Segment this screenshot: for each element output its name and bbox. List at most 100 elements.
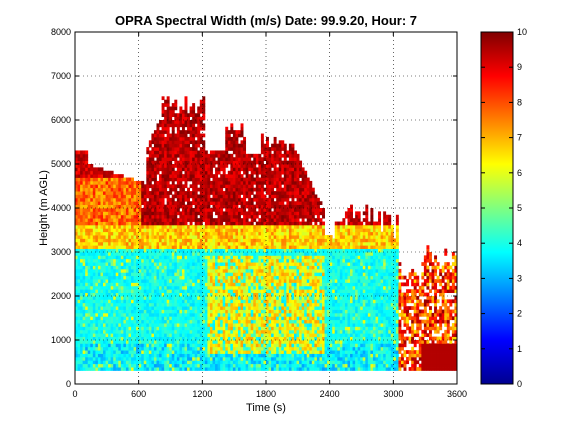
heatmap-cell bbox=[164, 336, 168, 341]
heatmap-cell bbox=[199, 191, 203, 195]
heatmap-cell bbox=[75, 231, 78, 236]
heatmap-cell bbox=[108, 265, 112, 270]
heatmap-cell bbox=[131, 252, 134, 256]
heatmap-cell bbox=[250, 319, 254, 324]
heatmap-cell bbox=[103, 204, 106, 209]
heatmap-cell bbox=[260, 252, 264, 256]
heatmap-cell bbox=[164, 218, 168, 222]
heatmap-cell bbox=[166, 201, 170, 206]
heatmap-cell bbox=[128, 265, 132, 270]
heatmap-cell bbox=[232, 367, 236, 371]
heatmap-cell bbox=[255, 343, 259, 348]
heatmap-cell bbox=[222, 309, 226, 314]
heatmap-cell bbox=[115, 177, 119, 182]
heatmap-cell bbox=[110, 279, 114, 283]
heatmap-cell bbox=[215, 262, 219, 266]
heatmap-cell bbox=[260, 136, 264, 141]
heatmap-cell bbox=[131, 302, 134, 307]
heatmap-cell bbox=[194, 252, 198, 256]
heatmap-cell bbox=[235, 367, 239, 371]
heatmap-cell bbox=[120, 323, 124, 327]
heatmap-cell bbox=[92, 285, 96, 290]
heatmap-cell bbox=[125, 218, 129, 222]
heatmap-cell bbox=[151, 262, 155, 266]
heatmap-cell bbox=[115, 221, 119, 226]
heatmap-cell bbox=[108, 319, 112, 324]
heatmap-cell bbox=[176, 279, 180, 283]
heatmap-cell bbox=[245, 272, 249, 277]
heatmap-cell bbox=[230, 194, 234, 199]
heatmap-cell bbox=[153, 255, 157, 260]
heatmap-cell bbox=[181, 211, 185, 216]
heatmap-cell bbox=[176, 292, 180, 297]
heatmap-cell bbox=[110, 367, 114, 371]
heatmap-cell bbox=[80, 285, 84, 290]
heatmap-cell bbox=[181, 289, 185, 294]
heatmap-cell bbox=[258, 285, 262, 290]
heatmap-cell bbox=[118, 356, 122, 361]
heatmap-cell bbox=[232, 279, 236, 283]
heatmap-cell bbox=[253, 356, 257, 361]
heatmap-cell bbox=[87, 208, 91, 212]
heatmap-cell bbox=[179, 150, 183, 155]
heatmap-cell bbox=[156, 238, 160, 243]
heatmap-cell bbox=[266, 197, 269, 202]
heatmap-cell bbox=[266, 164, 269, 168]
heatmap-cell bbox=[258, 177, 262, 182]
heatmap-cell bbox=[171, 265, 175, 270]
heatmap-cell bbox=[110, 336, 114, 341]
heatmap-cell bbox=[217, 208, 221, 212]
heatmap-cell bbox=[77, 170, 81, 175]
heatmap-cell bbox=[215, 282, 219, 287]
heatmap-cell bbox=[237, 197, 241, 202]
heatmap-cell bbox=[220, 306, 224, 310]
heatmap-cell bbox=[194, 329, 198, 334]
heatmap-cell bbox=[250, 235, 254, 239]
heatmap-cell bbox=[161, 350, 165, 354]
heatmap-cell bbox=[215, 360, 219, 365]
heatmap-cell bbox=[164, 211, 168, 216]
heatmap-cell bbox=[115, 228, 119, 233]
heatmap-cell bbox=[148, 285, 152, 290]
heatmap-cell bbox=[113, 204, 117, 209]
heatmap-cell bbox=[166, 96, 170, 101]
heatmap-cell bbox=[258, 329, 262, 334]
heatmap-cell bbox=[227, 340, 231, 344]
heatmap-cell bbox=[245, 346, 249, 351]
heatmap-cell bbox=[97, 285, 101, 290]
heatmap-cell bbox=[207, 194, 211, 199]
heatmap-cell bbox=[169, 214, 173, 219]
heatmap-cell bbox=[113, 228, 117, 233]
heatmap-cell bbox=[169, 133, 173, 138]
heatmap-cell bbox=[248, 367, 252, 371]
heatmap-cell bbox=[171, 272, 175, 277]
heatmap-cell bbox=[161, 299, 165, 304]
heatmap-cell bbox=[253, 329, 257, 334]
heatmap-cell bbox=[266, 316, 269, 321]
heatmap-cell bbox=[103, 343, 106, 348]
heatmap-cell bbox=[240, 255, 244, 260]
heatmap-cell bbox=[222, 367, 226, 371]
heatmap-cell bbox=[202, 177, 206, 182]
heatmap-cell bbox=[120, 174, 124, 178]
heatmap-cell bbox=[174, 356, 178, 361]
heatmap-cell bbox=[209, 258, 213, 263]
heatmap-cell bbox=[77, 201, 81, 206]
heatmap-cell bbox=[260, 312, 264, 317]
heatmap-cell bbox=[136, 363, 140, 368]
heatmap-cell bbox=[232, 218, 236, 222]
heatmap-cell bbox=[237, 258, 241, 263]
heatmap-cell bbox=[240, 319, 244, 324]
heatmap-cell bbox=[125, 211, 129, 216]
heatmap-cell bbox=[194, 126, 198, 131]
heatmap-cell bbox=[225, 336, 229, 341]
heatmap-cell bbox=[189, 157, 193, 162]
heatmap-cell bbox=[95, 201, 99, 206]
heatmap-cell bbox=[80, 211, 84, 216]
heatmap-cell bbox=[141, 316, 145, 321]
heatmap-cell bbox=[184, 336, 188, 341]
heatmap-cell bbox=[179, 275, 183, 280]
heatmap-cell bbox=[232, 191, 236, 195]
heatmap-cell bbox=[136, 248, 140, 253]
heatmap-cell bbox=[118, 238, 122, 243]
